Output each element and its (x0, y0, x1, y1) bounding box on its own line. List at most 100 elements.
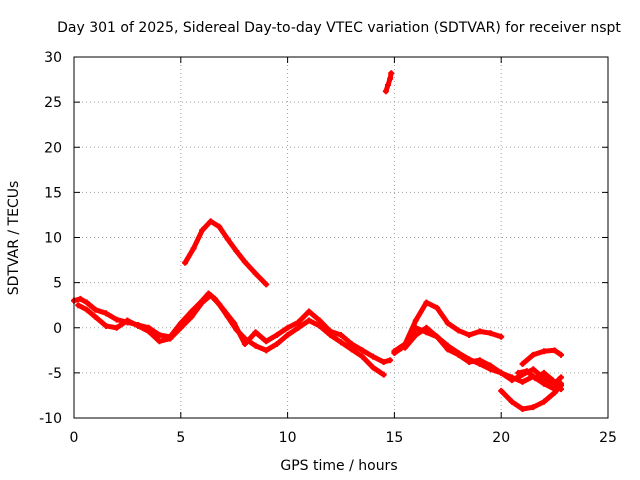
data-point (508, 398, 515, 405)
data-point (540, 348, 547, 355)
data-point (540, 369, 547, 376)
data-point (113, 316, 120, 323)
data-point (558, 386, 565, 393)
data-point (523, 368, 530, 375)
data-point (370, 353, 377, 360)
data-point (199, 299, 206, 306)
data-point (241, 258, 248, 265)
data-point (224, 236, 231, 243)
data-point (348, 346, 355, 353)
data-point (92, 306, 99, 313)
data-point (295, 319, 302, 326)
data-point (549, 377, 556, 384)
series-line (182, 218, 269, 287)
data-point (263, 347, 270, 354)
data-point (233, 248, 240, 255)
data-point (124, 317, 131, 324)
data-point (466, 359, 473, 366)
data-point (391, 350, 398, 357)
data-point (241, 335, 248, 342)
y-tick-label: 10 (44, 231, 62, 247)
x-tick-label: 15 (385, 430, 403, 446)
data-point (412, 317, 419, 324)
data-point (455, 327, 462, 334)
data-point (380, 359, 387, 366)
series-track-b (75, 292, 387, 378)
data-point (273, 340, 280, 347)
data-point (359, 353, 366, 360)
y-tick-label: 30 (44, 50, 62, 66)
data-point (216, 223, 223, 230)
data-point (412, 331, 419, 338)
data-point (423, 324, 430, 331)
data-point (487, 330, 494, 337)
data-point (530, 351, 537, 358)
data-point (384, 81, 391, 88)
x-tick-label: 20 (492, 430, 510, 446)
data-point (530, 366, 537, 373)
y-tick-label: 15 (44, 185, 62, 201)
y-tick-label: 0 (53, 321, 62, 337)
data-point (77, 295, 84, 302)
data-point (487, 362, 494, 369)
data-point (402, 344, 409, 351)
data-point (515, 369, 522, 376)
series-track-i (519, 347, 565, 367)
data-point (263, 281, 270, 288)
data-point (190, 245, 197, 252)
data-point (83, 299, 90, 306)
x-tick-label: 25 (599, 430, 617, 446)
data-point (532, 375, 539, 382)
data-point (199, 227, 206, 234)
data-point (412, 324, 419, 331)
series-track-j (515, 368, 565, 393)
y-tick-label: -5 (48, 366, 62, 382)
data-point (498, 387, 505, 394)
data-point (382, 88, 389, 95)
data-point (263, 338, 270, 345)
data-point (224, 313, 231, 320)
data-point (305, 308, 312, 315)
x-tick-label: 0 (70, 430, 79, 446)
series-track-c (182, 218, 270, 288)
data-point (551, 347, 558, 354)
data-point (540, 375, 547, 382)
data-point (338, 331, 344, 338)
data-point (207, 218, 214, 225)
data-point (241, 340, 248, 347)
data-point (284, 331, 291, 338)
data-point (540, 380, 547, 387)
series-layer (71, 70, 565, 412)
data-point (167, 335, 174, 342)
data-point (476, 328, 483, 335)
data-point (387, 357, 394, 364)
data-point (519, 360, 526, 367)
data-point (316, 317, 323, 324)
data-point (252, 342, 259, 349)
x-tick-label: 5 (176, 430, 185, 446)
data-point (177, 324, 184, 331)
data-point (370, 364, 377, 371)
series-track-d (382, 70, 395, 95)
data-point (113, 324, 120, 331)
data-point (434, 304, 441, 311)
data-point (83, 306, 90, 313)
data-point (466, 331, 473, 338)
data-point (327, 331, 334, 338)
y-tick-label: 25 (44, 95, 62, 111)
data-point (519, 405, 526, 412)
y-tick-label: -10 (39, 411, 62, 427)
data-point (156, 331, 163, 338)
data-point (156, 338, 163, 345)
y-tick-label: 20 (44, 140, 62, 156)
data-point (558, 374, 565, 381)
data-point (145, 328, 152, 335)
data-point (103, 310, 110, 317)
data-point (233, 326, 240, 333)
data-point (476, 357, 483, 364)
data-point (216, 301, 223, 308)
data-point (338, 339, 344, 346)
chart-title: Day 301 of 2025, Sidereal Day-to-day VTE… (57, 20, 621, 36)
data-point (207, 292, 214, 299)
